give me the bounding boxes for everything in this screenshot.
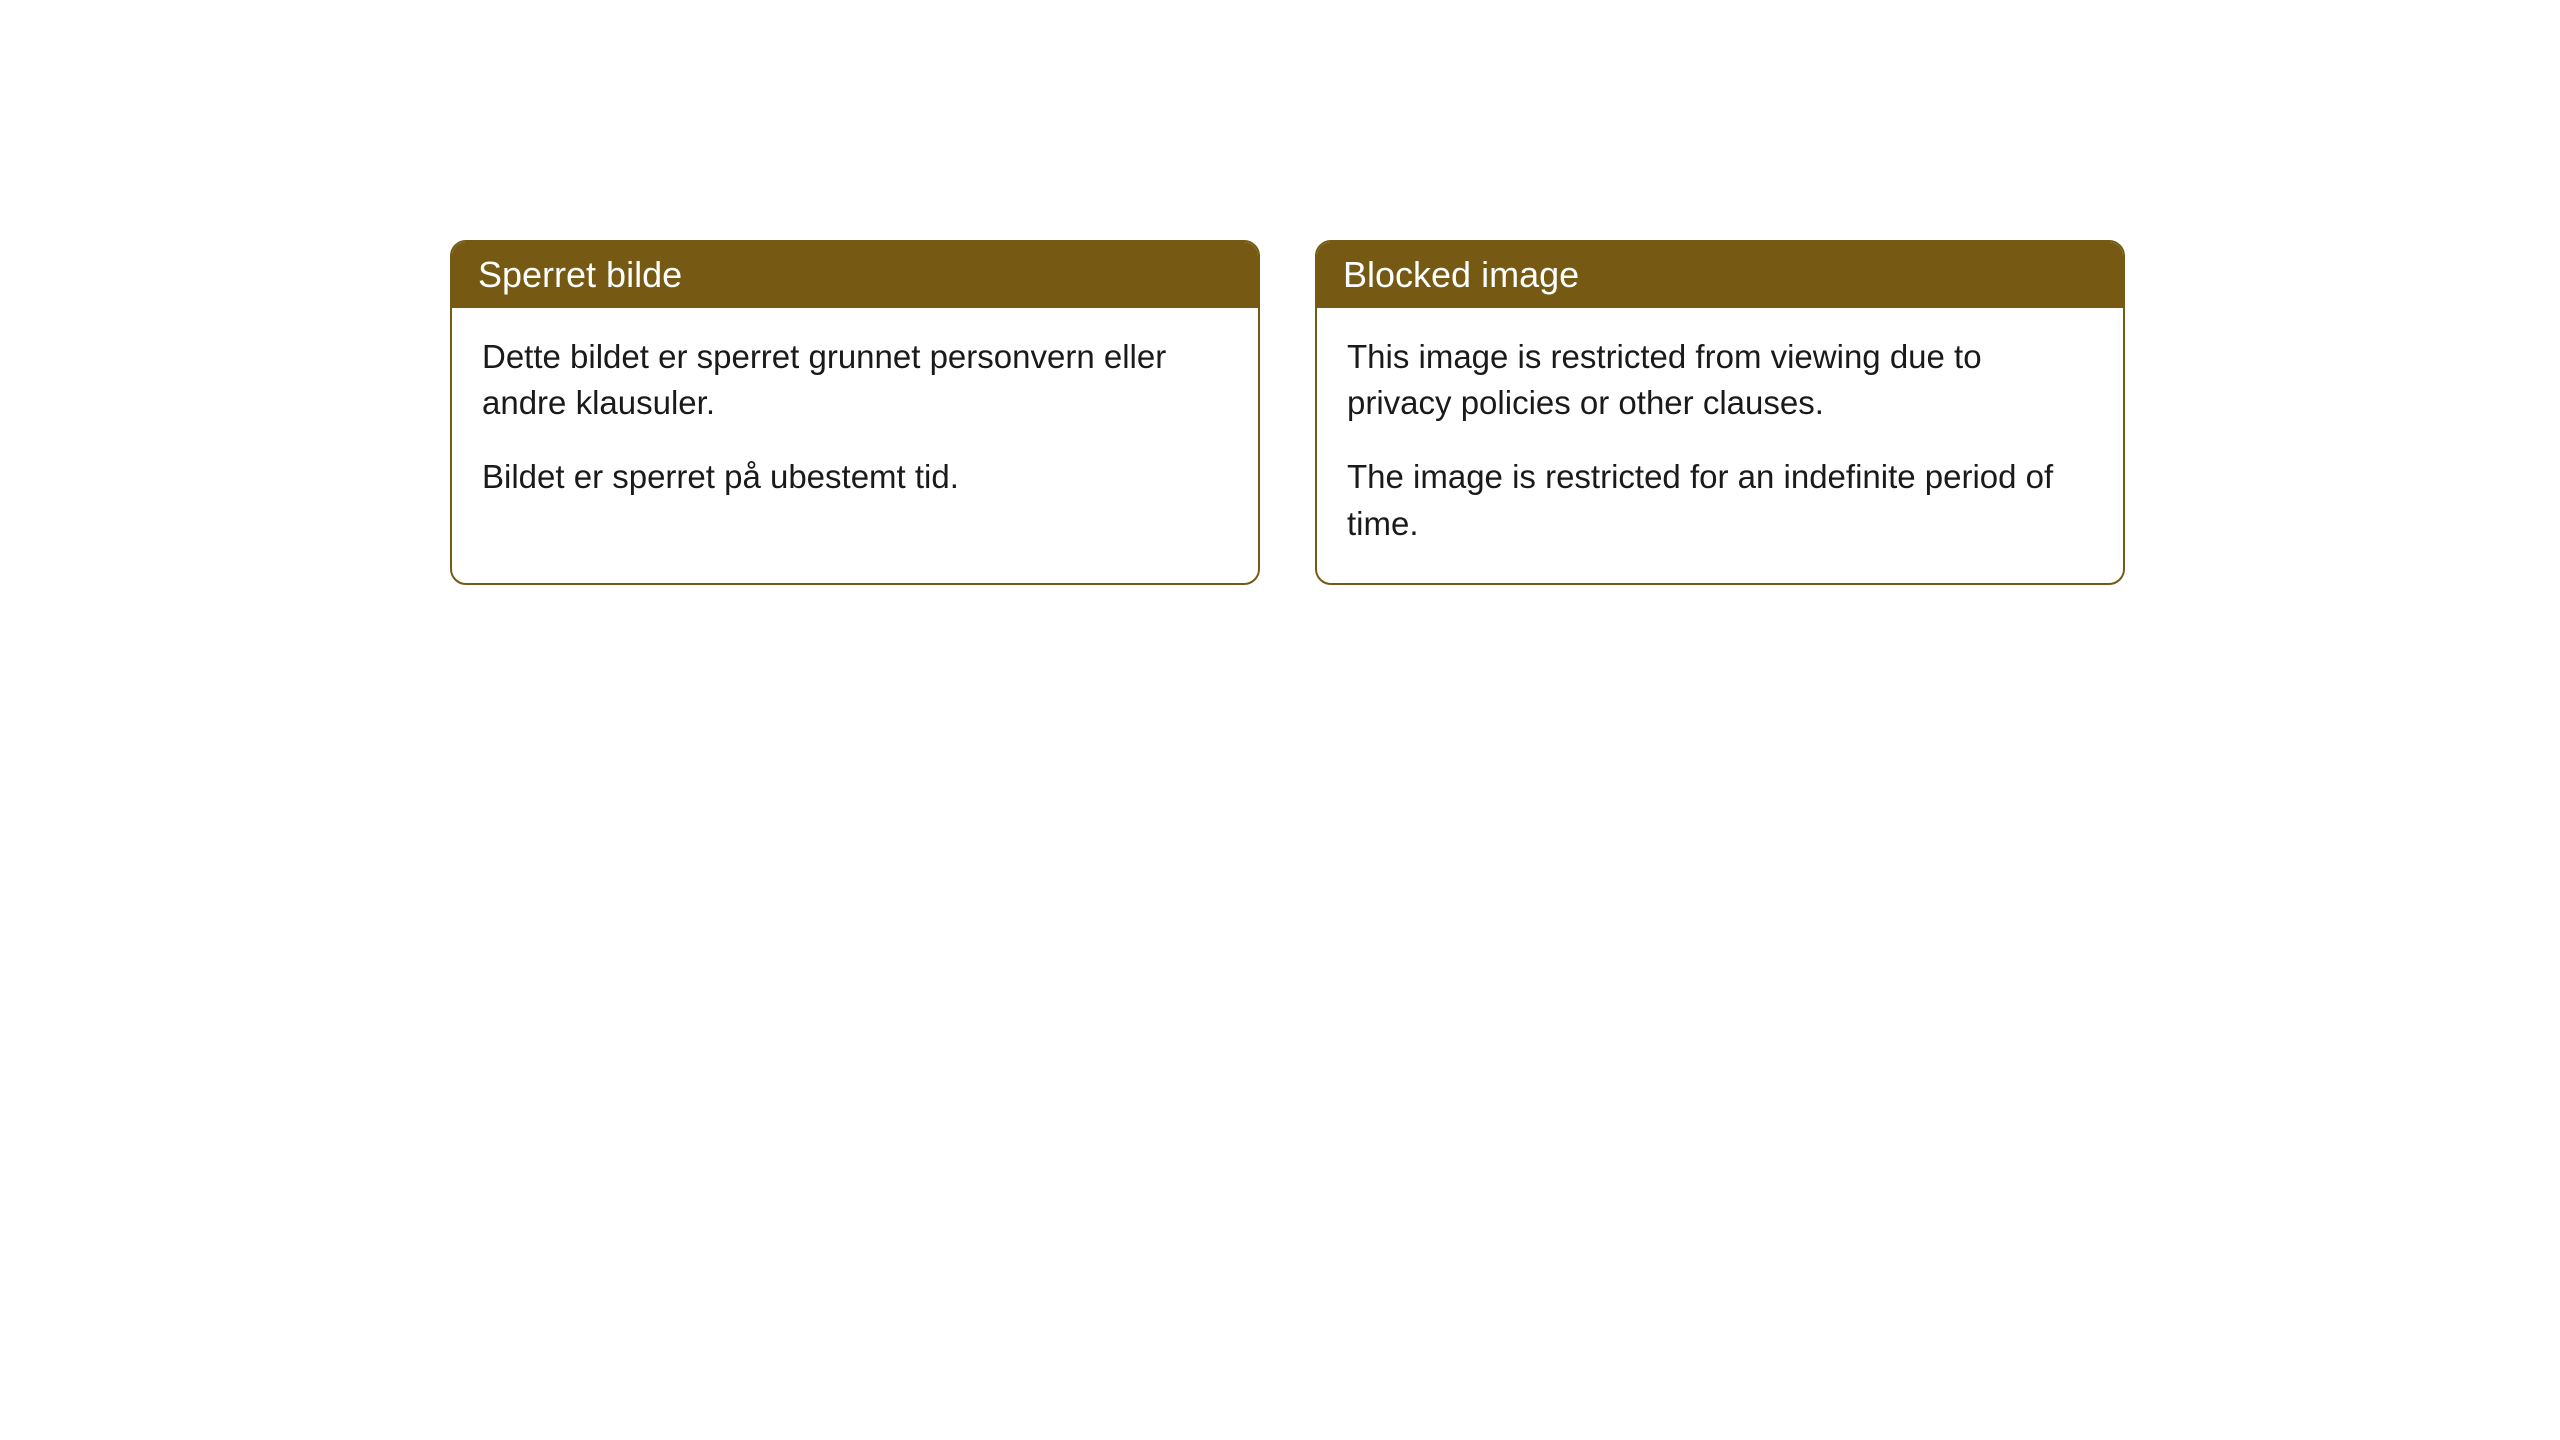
card-body: Dette bildet er sperret grunnet personve… [452,308,1258,537]
card-body: This image is restricted from viewing du… [1317,308,2123,583]
notice-cards-container: Sperret bilde Dette bildet er sperret gr… [450,240,2125,585]
card-paragraph-1: This image is restricted from viewing du… [1347,334,2093,426]
card-paragraph-2: The image is restricted for an indefinit… [1347,454,2093,546]
card-paragraph-2: Bildet er sperret på ubestemt tid. [482,454,1228,500]
notice-card-english: Blocked image This image is restricted f… [1315,240,2125,585]
card-title: Sperret bilde [478,254,682,295]
card-header: Sperret bilde [452,242,1258,308]
card-paragraph-1: Dette bildet er sperret grunnet personve… [482,334,1228,426]
card-title: Blocked image [1343,254,1579,295]
notice-card-norwegian: Sperret bilde Dette bildet er sperret gr… [450,240,1260,585]
card-header: Blocked image [1317,242,2123,308]
